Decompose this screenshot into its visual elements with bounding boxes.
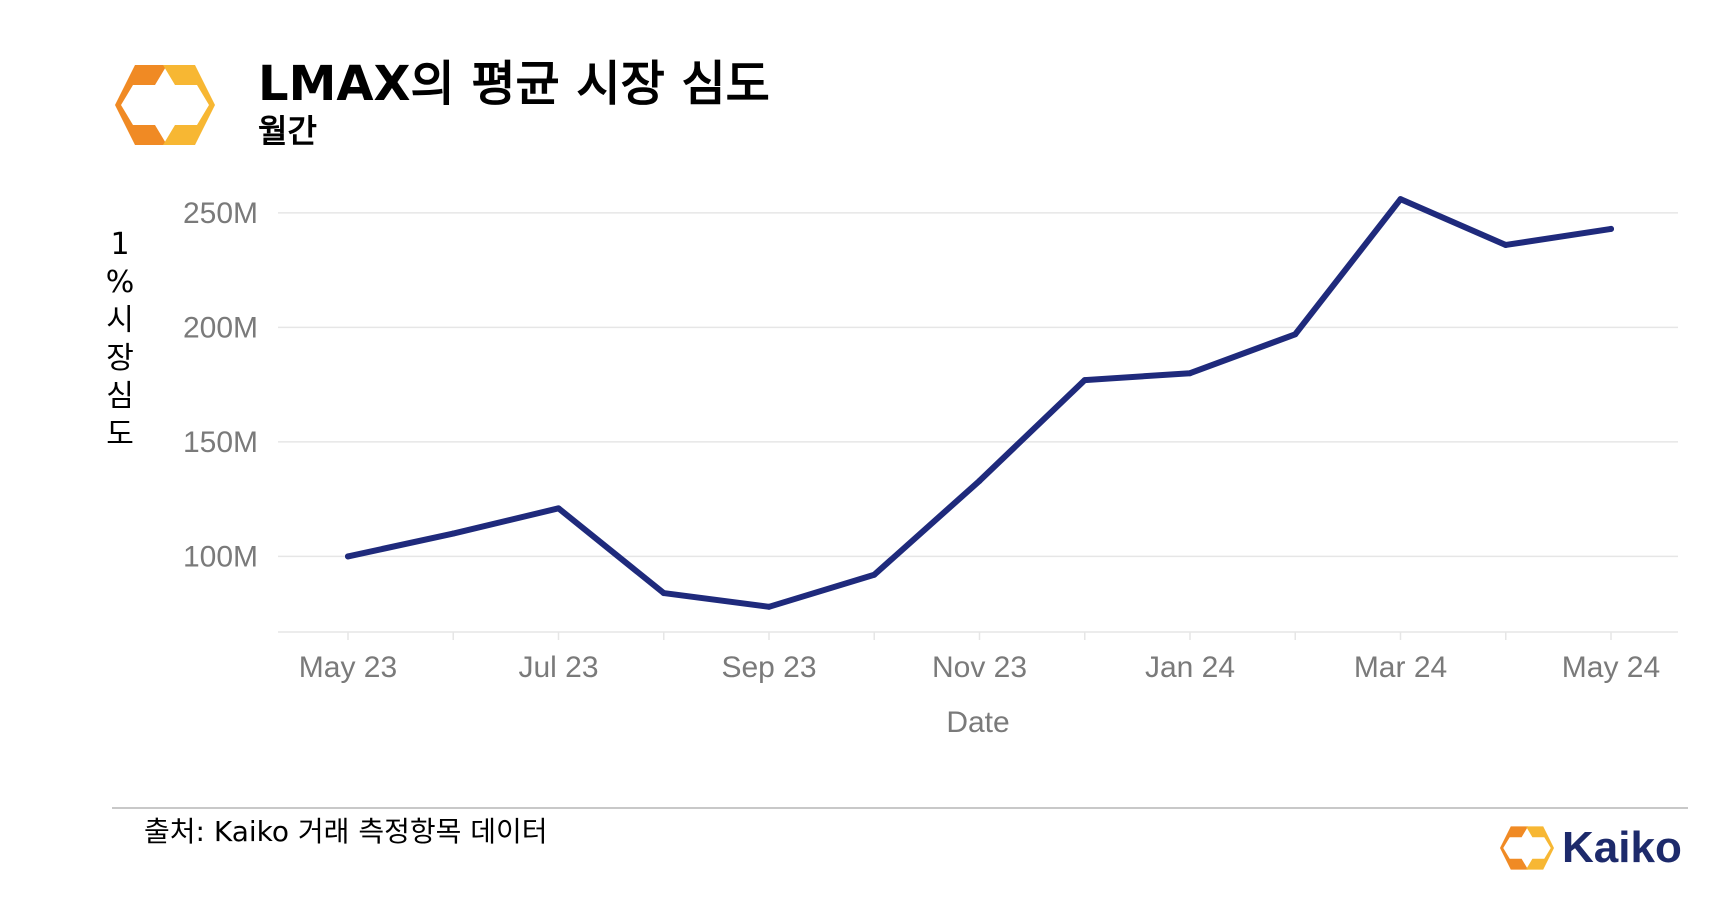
x-tick-label: May 23 (299, 651, 397, 684)
series-line (345, 196, 1614, 610)
kaiko-brand-icon (1500, 826, 1554, 870)
data-point (450, 530, 457, 537)
y-axis-label-char: 장 (106, 341, 134, 376)
data-point (555, 505, 562, 512)
data-point (871, 571, 878, 578)
x-tick-label: Jan 24 (1145, 651, 1235, 684)
data-point (1292, 331, 1299, 338)
y-tick-label: 250M (183, 197, 258, 230)
x-tick-label: Mar 24 (1354, 651, 1447, 684)
y-tick-label: 100M (183, 540, 258, 573)
y-axis-label-char: 도 (106, 417, 134, 452)
y-axis-label-char: 시 (106, 303, 134, 338)
data-point (1081, 377, 1088, 384)
brand-name: Kaiko (1562, 823, 1682, 872)
y-axis-label-char: 심 (106, 379, 134, 414)
brand-lockup: Kaiko (1500, 818, 1682, 878)
data-point (345, 553, 351, 560)
data-point (766, 603, 772, 610)
x-tick-label: Jul 23 (518, 651, 598, 684)
kaiko-logo-icon (115, 65, 215, 145)
data-point (1608, 225, 1614, 232)
footer-divider (112, 807, 1688, 809)
chart-subtitle: 월간 (258, 112, 317, 150)
chart-title: LMAX의 평균 시장 심도 (258, 56, 770, 112)
y-axis-label-char: % (105, 265, 135, 300)
y-tick-label: 150M (183, 426, 258, 459)
data-point (1187, 370, 1193, 377)
y-axis-label-char: 1 (110, 227, 130, 262)
y-axis-label: 1% 시 장 심 도 (100, 226, 140, 454)
x-tick-label: May 24 (1562, 651, 1660, 684)
data-point (1397, 196, 1404, 203)
y-tick-label: 200M (183, 311, 258, 344)
source-note: 출처: Kaiko 거래 측정항목 데이터 (144, 815, 548, 848)
data-point (660, 590, 667, 597)
x-axis-label: Date (946, 706, 1009, 739)
data-point (1502, 241, 1509, 248)
data-point (976, 477, 983, 484)
x-tick-label: Nov 23 (932, 651, 1027, 684)
x-tick-label: Sep 23 (721, 651, 816, 684)
